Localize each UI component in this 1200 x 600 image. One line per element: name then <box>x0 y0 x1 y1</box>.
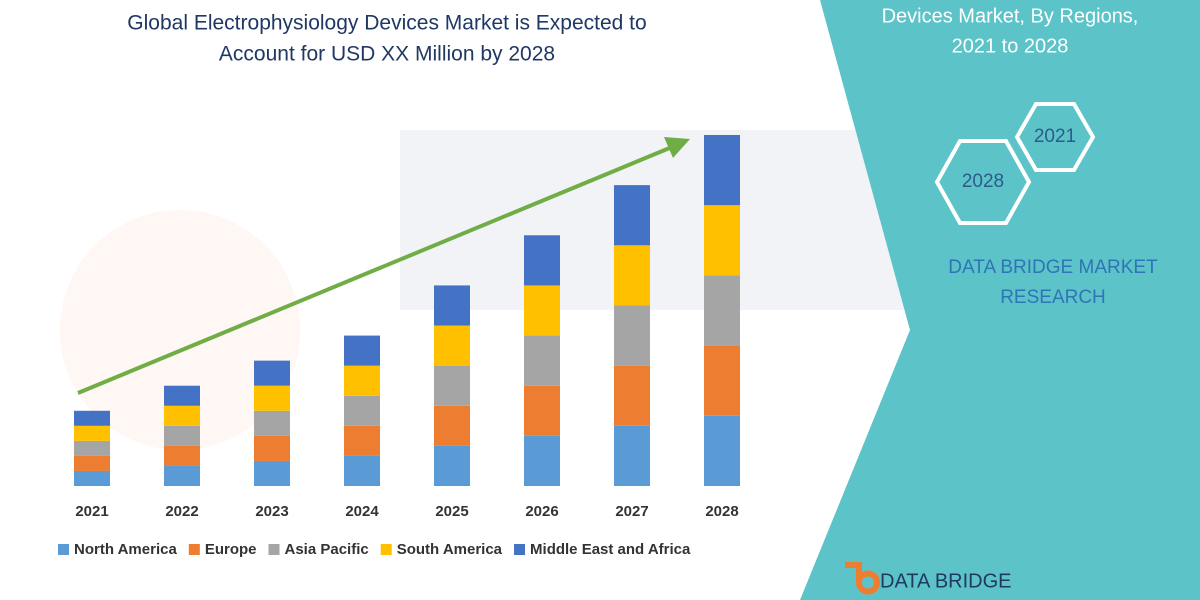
legend-label: Asia Pacific <box>285 541 369 558</box>
bar-segment <box>74 440 110 456</box>
legend-swatch <box>268 544 280 555</box>
bar-segment <box>704 415 740 486</box>
legend-swatch <box>514 544 526 555</box>
legend-label: Europe <box>205 541 257 558</box>
logo-mark <box>845 562 880 595</box>
bar-segment <box>614 425 650 486</box>
x-tick-label: 2023 <box>255 503 288 520</box>
x-tick-label: 2028 <box>705 503 738 520</box>
brand: RESEARCH <box>1000 287 1106 308</box>
hexagon <box>934 139 1032 225</box>
bar-segment <box>524 285 560 336</box>
bar-segment <box>344 395 380 426</box>
bar-segment <box>614 365 650 426</box>
bar-segment <box>524 235 560 286</box>
bar-segment <box>164 425 200 446</box>
brand: DATA BRIDGE MARKET <box>948 257 1158 278</box>
legend-label: South America <box>397 541 503 558</box>
bar-segment <box>254 410 290 436</box>
bar-segment <box>704 135 740 206</box>
bar-segment <box>254 360 290 386</box>
bar-segment <box>254 385 290 411</box>
bar-segment <box>614 185 650 246</box>
bar-segment <box>254 435 290 461</box>
trend-arrow-head <box>664 137 690 158</box>
side-panel <box>800 0 1200 600</box>
bar-segment <box>434 325 470 366</box>
bar-segment <box>524 385 560 436</box>
legend-swatch <box>380 544 392 555</box>
hexagon-label: 2028 <box>962 171 1004 192</box>
legend-label: Middle East and Africa <box>530 541 691 558</box>
bar-segment <box>344 455 380 486</box>
panel-heading: 2021 to 2028 <box>952 35 1069 57</box>
bar-segment <box>164 445 200 466</box>
hexagon-label: 2021 <box>1034 126 1076 147</box>
chart-title: Global Electrophysiology Devices Market … <box>127 12 646 35</box>
bar-segment <box>164 405 200 426</box>
bar-segment <box>434 405 470 446</box>
bar-segment <box>344 365 380 396</box>
bar-segment <box>614 305 650 366</box>
bar-segment <box>344 335 380 366</box>
bar-segment <box>704 275 740 346</box>
bar-segment <box>74 470 110 486</box>
legend: North America Europe Asia Pacific South Ame… <box>58 541 691 558</box>
x-tick-label: 2027 <box>615 503 648 520</box>
panel-heading: Devices Market, By Regions, <box>882 5 1139 27</box>
logo-text: DATA BRIDGE <box>880 570 1012 592</box>
watermark-logo <box>60 210 300 450</box>
bar-segment <box>254 460 290 486</box>
legend-swatch <box>58 544 69 555</box>
legend-label: North America <box>74 541 177 558</box>
bar-segment <box>704 205 740 276</box>
bar-segment <box>434 365 470 406</box>
plot: 2021 2022 2023 2024 2025 2026 2027 2028 <box>74 135 740 520</box>
bar-segment <box>614 245 650 306</box>
x-tick-label: 2026 <box>525 503 558 520</box>
bar-segment <box>524 435 560 486</box>
bar-segment <box>74 455 110 471</box>
bar-segment <box>434 285 470 326</box>
trend-arrow <box>77 145 673 395</box>
legend-swatch <box>188 544 200 555</box>
bar-segment <box>524 335 560 386</box>
x-tick-label: 2024 <box>345 503 379 520</box>
bar-segment <box>434 445 470 486</box>
chart-title: Account for USD XX Million by 2028 <box>219 43 555 66</box>
bar-segment <box>164 385 200 406</box>
x-tick-label: 2025 <box>435 503 468 520</box>
bar-segment <box>164 465 200 486</box>
x-tick-label: 2021 <box>75 503 108 520</box>
bar-segment <box>74 410 110 426</box>
bar-segment <box>704 345 740 416</box>
x-tick-label: 2022 <box>165 503 198 520</box>
hexagon <box>1014 102 1096 172</box>
bar-segment <box>74 425 110 441</box>
bar-segment <box>344 425 380 456</box>
